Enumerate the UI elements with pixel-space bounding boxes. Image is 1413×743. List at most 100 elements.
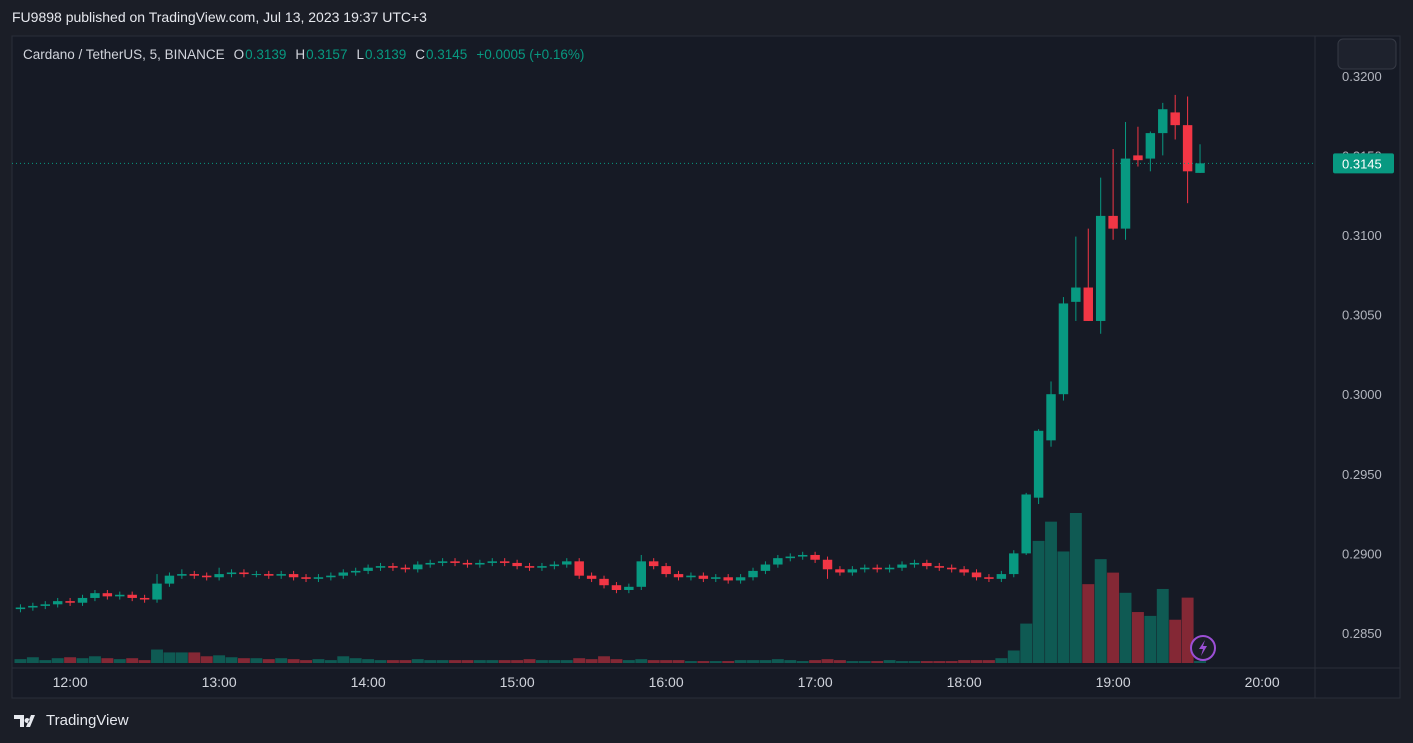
- volume-bar: [1020, 623, 1033, 663]
- volume-bar: [237, 658, 250, 663]
- volume-bar: [337, 656, 350, 663]
- volume-bar: [1094, 559, 1107, 663]
- volume-bar: [809, 660, 822, 663]
- x-tick-label: 17:00: [798, 674, 833, 690]
- volume-bar: [1057, 551, 1070, 663]
- volume-bar: [175, 652, 188, 663]
- volume-bar: [225, 657, 238, 663]
- volume-bar: [1181, 597, 1194, 663]
- candle-body: [1182, 125, 1193, 172]
- candle-layer: [15, 94, 1205, 613]
- candle-body: [909, 562, 920, 565]
- candle-body: [1009, 553, 1019, 575]
- candle-body: [760, 564, 771, 571]
- y-tick-label: 0.2900: [1342, 546, 1382, 561]
- candle-body: [599, 578, 609, 586]
- candle-body: [1083, 287, 1093, 321]
- volume-bar: [1131, 612, 1144, 663]
- volume-bar: [982, 660, 995, 663]
- legend: Cardano / TetherUS, 5, BINANCE O 0.3139 H 0…: [23, 47, 584, 62]
- candle-body: [127, 594, 137, 598]
- candle-body: [698, 575, 709, 579]
- candle-body: [189, 574, 199, 576]
- volume-bar: [1194, 661, 1206, 663]
- volume-bar: [635, 659, 648, 663]
- x-tick-label: 14:00: [351, 674, 386, 690]
- volume-bar: [151, 649, 163, 663]
- candle-body: [884, 567, 895, 570]
- footer: TradingView: [14, 712, 129, 729]
- candle-body: [984, 577, 994, 579]
- candle-body: [524, 566, 535, 568]
- candle-body: [959, 569, 969, 573]
- candle-body: [1021, 494, 1031, 554]
- candle-body: [1046, 394, 1056, 441]
- legend-item: H: [295, 47, 305, 62]
- volume-bar: [262, 659, 275, 663]
- alert-bolt[interactable]: [1199, 640, 1207, 656]
- candle-body: [996, 574, 1007, 579]
- volume-bar: [436, 660, 449, 663]
- legend-item: O: [234, 47, 245, 62]
- volume-bar: [622, 660, 635, 663]
- alert-icon[interactable]: [1190, 635, 1216, 661]
- candle-body: [922, 562, 932, 567]
- candle-body: [251, 574, 262, 576]
- candle-body: [785, 556, 795, 559]
- volume-bar: [1169, 619, 1182, 663]
- candle-body: [437, 561, 448, 563]
- candle-body: [1145, 133, 1156, 159]
- candle-body: [822, 559, 833, 570]
- volume-bar: [1107, 572, 1120, 663]
- candle-body: [648, 561, 659, 567]
- volume-bar: [486, 660, 499, 663]
- y-tick-label: 0.3050: [1342, 308, 1382, 323]
- volume-bar: [250, 658, 263, 663]
- volume-bar: [424, 660, 437, 663]
- volume-bar: [1007, 650, 1020, 663]
- volume-bar: [498, 660, 511, 663]
- settings-box[interactable]: [1337, 38, 1397, 70]
- logo-mark: [14, 714, 35, 727]
- candle-body: [1158, 109, 1168, 134]
- candle-body: [201, 575, 212, 578]
- volume-bar: [697, 661, 710, 663]
- volume-bar: [598, 656, 610, 663]
- volume-bar: [970, 660, 983, 663]
- candle-body: [276, 574, 286, 576]
- volume-bar: [473, 660, 486, 663]
- candle-body: [1058, 303, 1069, 395]
- volume-bar: [523, 659, 536, 663]
- candle-body: [847, 569, 858, 573]
- candle-body: [748, 570, 758, 578]
- candle-body: [661, 566, 671, 575]
- volume-bar: [213, 655, 226, 663]
- candle-body: [388, 566, 398, 568]
- candle-body: [624, 586, 634, 590]
- volume-bar: [995, 658, 1008, 663]
- volume-bar: [1045, 521, 1057, 663]
- candle-body: [15, 607, 26, 610]
- candle-body: [673, 574, 684, 578]
- volume-bar: [858, 661, 871, 663]
- candle-body: [77, 597, 88, 603]
- volume-bar: [188, 652, 201, 663]
- candle-body: [723, 577, 733, 581]
- volume-bar: [883, 660, 896, 663]
- publisher-line: FU9898 published on TradingView.com, Jul…: [12, 9, 427, 25]
- candle-body: [90, 593, 100, 598]
- candle-body: [1108, 215, 1118, 229]
- candle-body: [860, 567, 870, 570]
- volume-bar: [585, 659, 598, 663]
- volume-bar: [1144, 615, 1157, 663]
- candle-body: [897, 564, 907, 568]
- volume-bar: [560, 660, 573, 663]
- y-tick-label: 0.2850: [1342, 626, 1382, 641]
- volume-bar: [101, 658, 114, 663]
- volume-bar: [759, 660, 772, 663]
- candle-body: [301, 577, 311, 579]
- volume-bar: [449, 660, 461, 663]
- volume-bar: [349, 658, 362, 663]
- x-tick-label: 18:00: [947, 674, 982, 690]
